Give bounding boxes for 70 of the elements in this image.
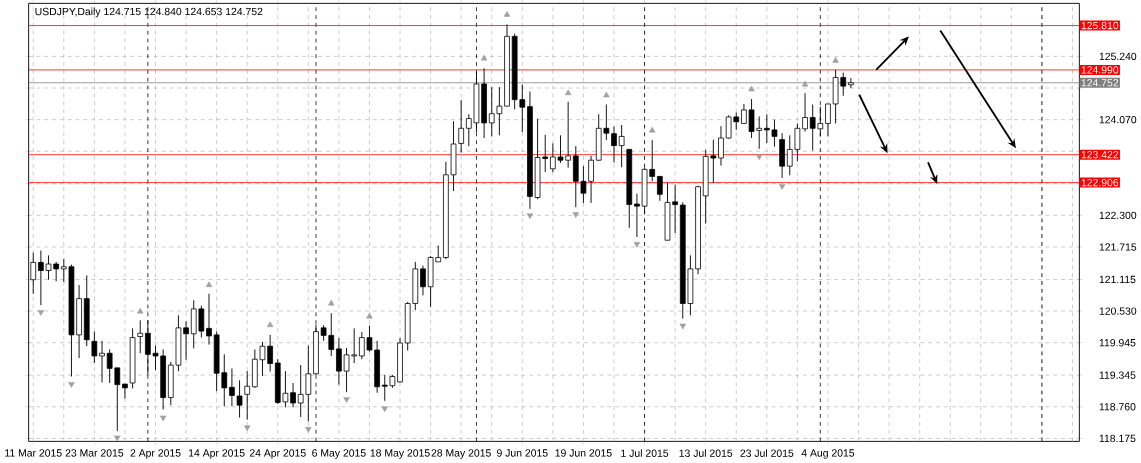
point bbox=[114, 435, 121, 442]
y-tick-label: 124.070 bbox=[1099, 115, 1137, 124]
point bbox=[343, 397, 350, 403]
point bbox=[756, 154, 763, 161]
y-tick-label: 119.345 bbox=[1099, 371, 1136, 379]
candlestick bbox=[825, 103, 831, 137]
chart-title: USDJPY,Daily 124.715 124.840 124.653 124.752 bbox=[35, 7, 263, 18]
point bbox=[266, 321, 274, 328]
candlestick bbox=[611, 126, 617, 163]
candlestick bbox=[848, 77, 854, 89]
point bbox=[572, 212, 579, 218]
candlestick bbox=[420, 265, 426, 296]
point bbox=[526, 213, 534, 219]
ref-line-label: 123.422 bbox=[1081, 150, 1119, 159]
x-tick-label: 19 Jun 2015 bbox=[555, 449, 612, 457]
x-tick-label: 4 Aug 2015 bbox=[801, 449, 855, 459]
point bbox=[603, 91, 610, 98]
y-tick-label: 121.715 bbox=[1099, 243, 1137, 251]
point bbox=[748, 85, 755, 92]
point bbox=[328, 299, 335, 306]
point bbox=[633, 242, 641, 248]
point bbox=[679, 323, 686, 330]
candlestick bbox=[618, 124, 625, 168]
y-tick-label: 122.300 bbox=[1099, 211, 1137, 220]
y-tick-label: 118.760 bbox=[1099, 403, 1136, 411]
x-tick-label: 24 Apr 2015 bbox=[249, 449, 306, 459]
ref-line-label: 124.752 bbox=[1081, 79, 1119, 87]
candlestick bbox=[244, 370, 251, 421]
ref-line-label: 125.810 bbox=[1081, 21, 1119, 30]
x-tick-label: 14 Apr 2015 bbox=[189, 449, 245, 459]
candlestick bbox=[206, 293, 212, 346]
point bbox=[801, 80, 809, 87]
point bbox=[832, 57, 839, 63]
candlestick bbox=[718, 125, 724, 167]
point bbox=[381, 406, 388, 413]
point bbox=[37, 310, 45, 316]
y-tick-label: 118.175 bbox=[1099, 434, 1136, 443]
point bbox=[366, 312, 373, 319]
x-tick-label: 23 Jul 2015 bbox=[740, 449, 794, 457]
point bbox=[244, 425, 251, 431]
point bbox=[137, 307, 144, 314]
candlestick bbox=[802, 92, 808, 132]
candlestick bbox=[99, 340, 105, 383]
candlestick bbox=[657, 175, 663, 202]
x-tick-label: 9 Jun 2015 bbox=[496, 449, 548, 457]
x-tick-label: 6 May 2015 bbox=[312, 449, 366, 459]
x-tick-label: 18 May 2015 bbox=[370, 449, 430, 459]
candlestick bbox=[91, 331, 98, 364]
point bbox=[649, 126, 656, 133]
point bbox=[503, 11, 511, 17]
point bbox=[778, 184, 786, 190]
point bbox=[564, 89, 572, 96]
y-tick-label: 120.530 bbox=[1099, 307, 1137, 315]
ref-line-label: 122.906 bbox=[1081, 178, 1119, 187]
x-tick-label: 1 Jul 2015 bbox=[621, 449, 669, 457]
x-tick-label: 2 Apr 2015 bbox=[130, 449, 181, 459]
ref-line-label: 124.990 bbox=[1081, 66, 1119, 74]
x-tick-label: 11 Mar 2015 bbox=[5, 449, 62, 457]
point bbox=[480, 54, 488, 61]
point bbox=[68, 382, 75, 388]
x-tick-label: 13 Jul 2015 bbox=[679, 449, 733, 457]
y-tick-label: 119.945 bbox=[1099, 339, 1136, 347]
x-tick-label: 28 May 2015 bbox=[431, 449, 491, 459]
y-tick-label: 121.115 bbox=[1099, 275, 1136, 284]
point bbox=[159, 415, 167, 422]
candlestick bbox=[137, 319, 144, 354]
x-tick-label: 23 Mar 2015 bbox=[65, 449, 124, 457]
point bbox=[305, 426, 312, 433]
point bbox=[205, 281, 213, 288]
y-tick-label: 125.240 bbox=[1099, 52, 1137, 61]
